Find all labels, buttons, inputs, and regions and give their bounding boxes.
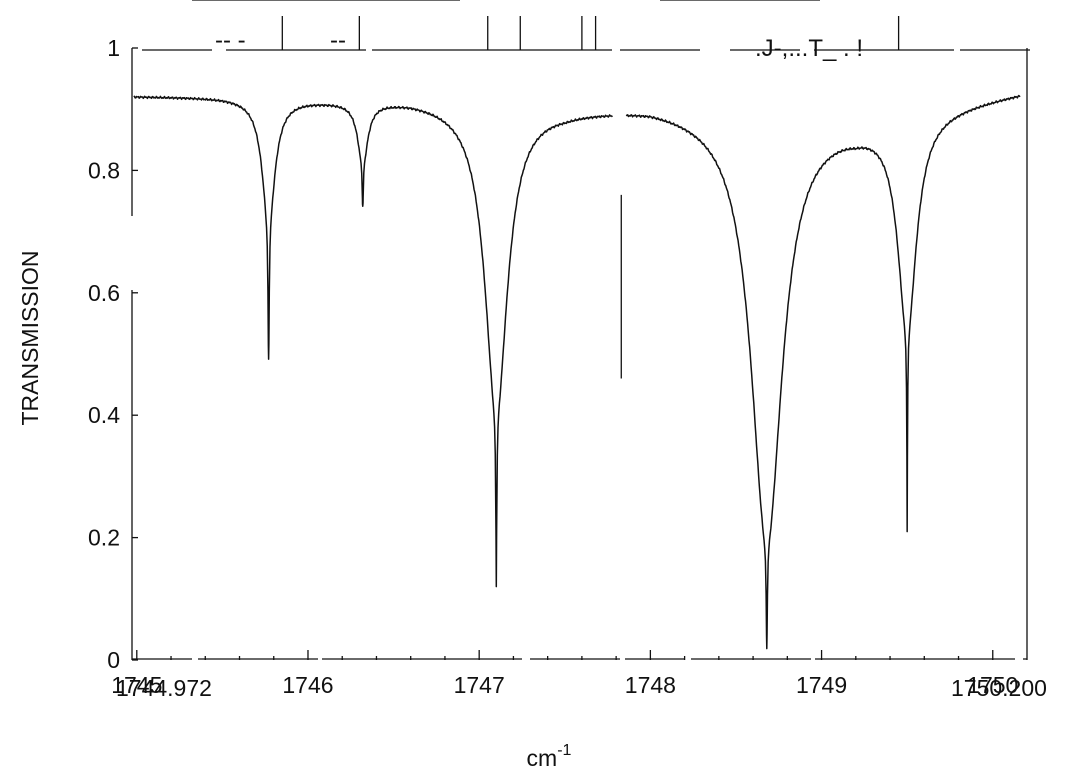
- x-tick-label: 1747: [454, 672, 505, 698]
- y-tick-label: 1: [107, 35, 120, 61]
- top-strip-text: --: [330, 27, 346, 54]
- top-strip: -- - -- .J-,...T_ . !: [142, 0, 1030, 62]
- x-tick-label: 1749: [796, 672, 847, 698]
- spectrum-line: [625, 94, 1021, 650]
- x-tick-label: 1748: [625, 672, 676, 698]
- x-axis-title: cm-1: [527, 742, 572, 771]
- x-tick-label: 1750: [967, 672, 1018, 698]
- y-tick-label: 0.2: [88, 525, 120, 551]
- top-strip-text: -- -: [215, 27, 246, 54]
- x-axis-title-unit: cm: [527, 745, 558, 771]
- y-tick-label: 0: [107, 647, 120, 673]
- y-tick-label: 0.8: [88, 157, 120, 183]
- top-strip-text: .J-,...T_ . !: [755, 35, 863, 62]
- spectrum-line: [133, 95, 613, 588]
- x-tick-label: 1745: [111, 672, 162, 698]
- y-axis-title: TRANSMISSION: [17, 250, 43, 425]
- y-tick-label: 0.6: [88, 280, 120, 306]
- x-tick-label: 1746: [282, 672, 333, 698]
- x-range-end-label: 1750.200: [951, 675, 1047, 701]
- x-range-start-label: 1744.972: [116, 675, 212, 701]
- x-axis-title-superscript: -1: [557, 742, 571, 759]
- y-tick-label: 0.4: [88, 402, 120, 428]
